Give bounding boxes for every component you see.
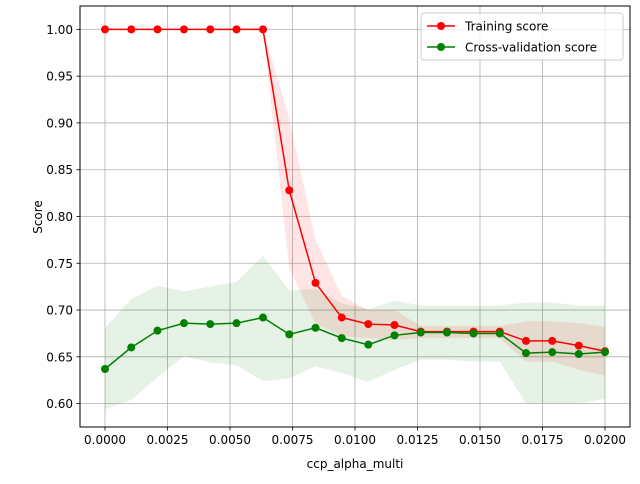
- y-tick-label: 0.85: [46, 163, 73, 177]
- y-tick-label: 0.60: [46, 397, 73, 411]
- y-axis-label: Score: [31, 200, 45, 234]
- training-score-point: [574, 341, 583, 350]
- training-score-point: [548, 336, 557, 345]
- y-tick-label: 1.00: [46, 23, 73, 37]
- training-score-point: [232, 25, 241, 34]
- training-score-point: [390, 321, 399, 330]
- series-point-layer: [101, 25, 609, 373]
- tick-layer: 0.0000 0.0025 0.0050 0.0075 0.0100 0.0125 0.01…: [46, 23, 626, 447]
- training-score-point: [522, 336, 530, 345]
- cross-validation-score-point: [337, 334, 346, 343]
- legend-box: [420, 12, 624, 61]
- series-line-layer: [104, 28, 606, 370]
- training-score-point: [259, 25, 267, 34]
- cross-validation-score-point: [469, 329, 478, 338]
- y-tick-label: 0.80: [46, 210, 73, 224]
- legend-cv-marker: [437, 43, 445, 51]
- x-tick-label: 0.0075: [272, 433, 314, 447]
- grid-layer: [80, 6, 630, 427]
- x-tick-label: 0.0025: [147, 433, 189, 447]
- cross-validation-score-point: [311, 323, 320, 332]
- training-score-point: [101, 25, 109, 34]
- training-score-point: [311, 278, 320, 287]
- training-score-point: [127, 25, 136, 34]
- cross-validation-score-line: [104, 316, 606, 370]
- cross-validation-score-point: [574, 350, 583, 359]
- legend-cv-label: Cross-validation score: [465, 41, 597, 55]
- cross-validation-score-point: [101, 364, 109, 373]
- training-score-point: [285, 186, 294, 195]
- training-score-point: [364, 320, 373, 329]
- cross-validation-score-point: [206, 320, 215, 329]
- x-axis-label: ccp_alpha_multi: [307, 457, 404, 471]
- training-score-point: [180, 25, 188, 34]
- x-tick-label: 0.0150: [459, 433, 501, 447]
- cross-validation-score-point: [495, 329, 504, 338]
- legend-training-label: Training score: [464, 20, 548, 34]
- cross-validation-score-point: [548, 348, 557, 357]
- cross-validation-score-point: [416, 328, 425, 337]
- cross-validation-score-point: [180, 319, 188, 328]
- y-tick-label: 0.90: [46, 116, 73, 130]
- training-score-point: [337, 313, 346, 322]
- cross-validation-score-point: [153, 326, 162, 335]
- y-tick-label: 0.70: [46, 304, 73, 318]
- cross-validation-score-point: [259, 313, 267, 322]
- y-tick-label: 0.95: [46, 70, 73, 84]
- training-score-line: [105, 28, 606, 352]
- legend-training-marker: [437, 22, 445, 30]
- x-tick-label: 0.0100: [334, 433, 376, 447]
- cross-validation-score-point: [601, 348, 609, 357]
- cross-validation-score-point: [364, 340, 373, 349]
- cross-validation-score-band: [105, 255, 605, 410]
- cross-validation-score-point: [285, 330, 294, 339]
- y-tick-label: 0.65: [46, 350, 73, 364]
- cross-validation-score-point: [127, 343, 136, 352]
- x-tick-label: 0.0125: [397, 433, 439, 447]
- cross-validation-score-point: [443, 328, 451, 337]
- x-tick-label: 0.0175: [522, 433, 564, 447]
- training-score-point: [153, 25, 162, 34]
- cross-validation-score-point: [390, 331, 399, 340]
- training-score-point: [206, 25, 215, 34]
- cross-validation-score-point: [232, 319, 241, 328]
- y-tick-label: 0.75: [46, 257, 73, 271]
- legend: Training score Cross-validation score: [420, 12, 624, 61]
- x-tick-label: 0.0200: [584, 433, 626, 447]
- x-tick-label: 0.0050: [209, 433, 251, 447]
- cross-validation-score-point: [522, 349, 530, 358]
- x-tick-label: 0.0000: [84, 433, 126, 447]
